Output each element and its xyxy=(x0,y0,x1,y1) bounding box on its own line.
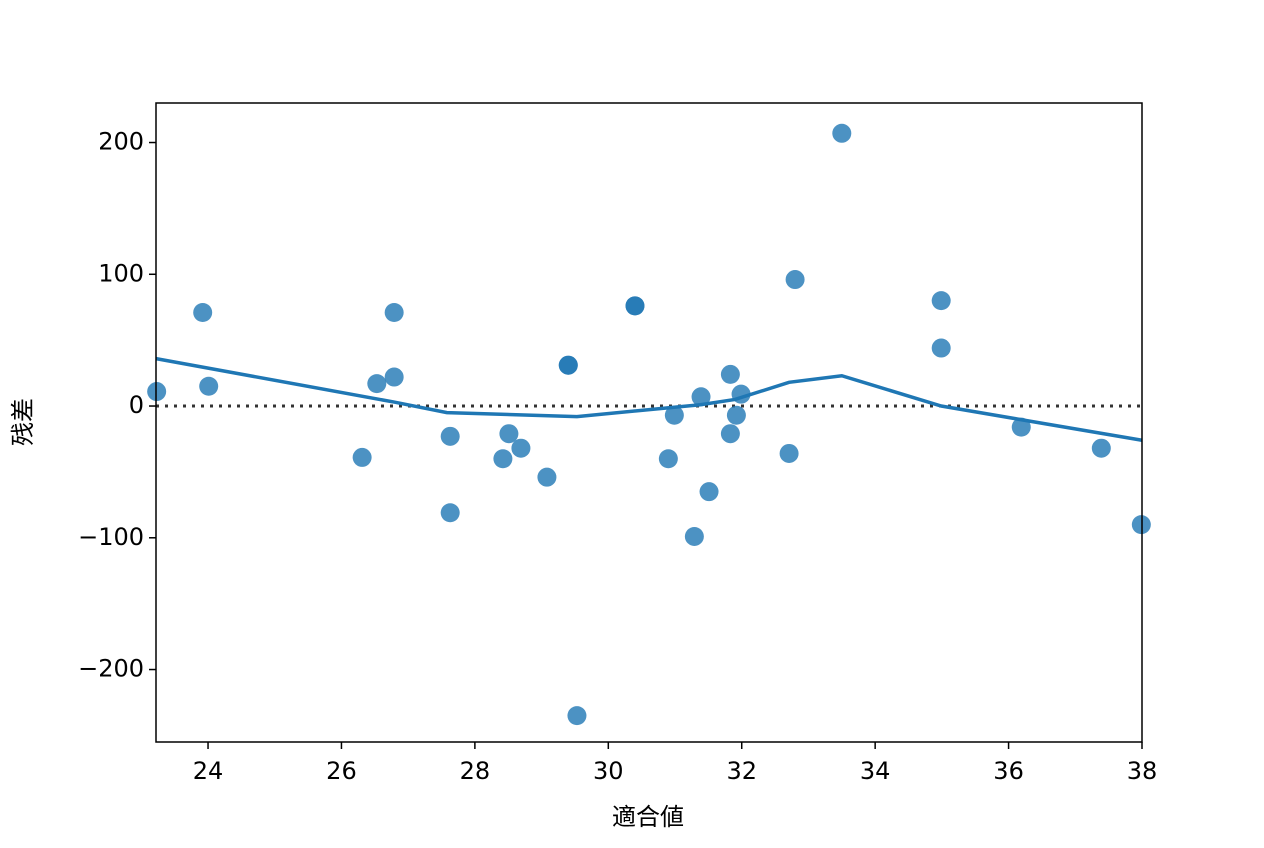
x-tick-label: 32 xyxy=(726,757,757,785)
point xyxy=(499,424,519,444)
y-tick-label: −200 xyxy=(78,655,144,683)
point xyxy=(352,447,372,467)
plot-frame xyxy=(155,102,1143,743)
y-axis-label: 残差 xyxy=(9,398,37,446)
x-axis-label: 適合値 xyxy=(612,803,684,831)
x-tick-label: 38 xyxy=(1127,757,1158,785)
point xyxy=(199,376,219,396)
point xyxy=(493,449,513,469)
point xyxy=(720,424,740,444)
point xyxy=(537,467,557,487)
point xyxy=(567,706,587,726)
x-tick-label: 24 xyxy=(193,757,224,785)
point xyxy=(384,302,404,322)
point xyxy=(931,291,951,311)
point xyxy=(720,364,740,384)
point xyxy=(1091,438,1111,458)
point xyxy=(1011,417,1031,437)
point xyxy=(367,374,387,394)
point xyxy=(440,503,460,523)
point xyxy=(625,296,645,316)
point xyxy=(699,482,719,502)
point xyxy=(511,438,531,458)
point xyxy=(684,526,704,546)
x-tick-label: 30 xyxy=(593,757,624,785)
point xyxy=(558,355,578,375)
point xyxy=(726,405,746,425)
lowess-line xyxy=(155,356,1143,443)
point xyxy=(779,443,799,463)
point xyxy=(931,338,951,358)
x-tick-label: 36 xyxy=(993,757,1024,785)
point xyxy=(193,302,213,322)
point xyxy=(691,387,711,407)
x-tick-label: 34 xyxy=(860,757,891,785)
x-tick-label: 26 xyxy=(326,757,357,785)
point xyxy=(384,367,404,387)
y-tick-label: 200 xyxy=(98,128,144,156)
point xyxy=(785,270,805,290)
point xyxy=(440,426,460,446)
point xyxy=(664,405,684,425)
y-tick-label: −100 xyxy=(78,523,144,551)
y-tick-label: 100 xyxy=(98,259,144,287)
y-tick-label: 0 xyxy=(129,391,144,419)
point xyxy=(832,123,852,143)
point xyxy=(658,449,678,469)
x-tick-label: 28 xyxy=(460,757,491,785)
